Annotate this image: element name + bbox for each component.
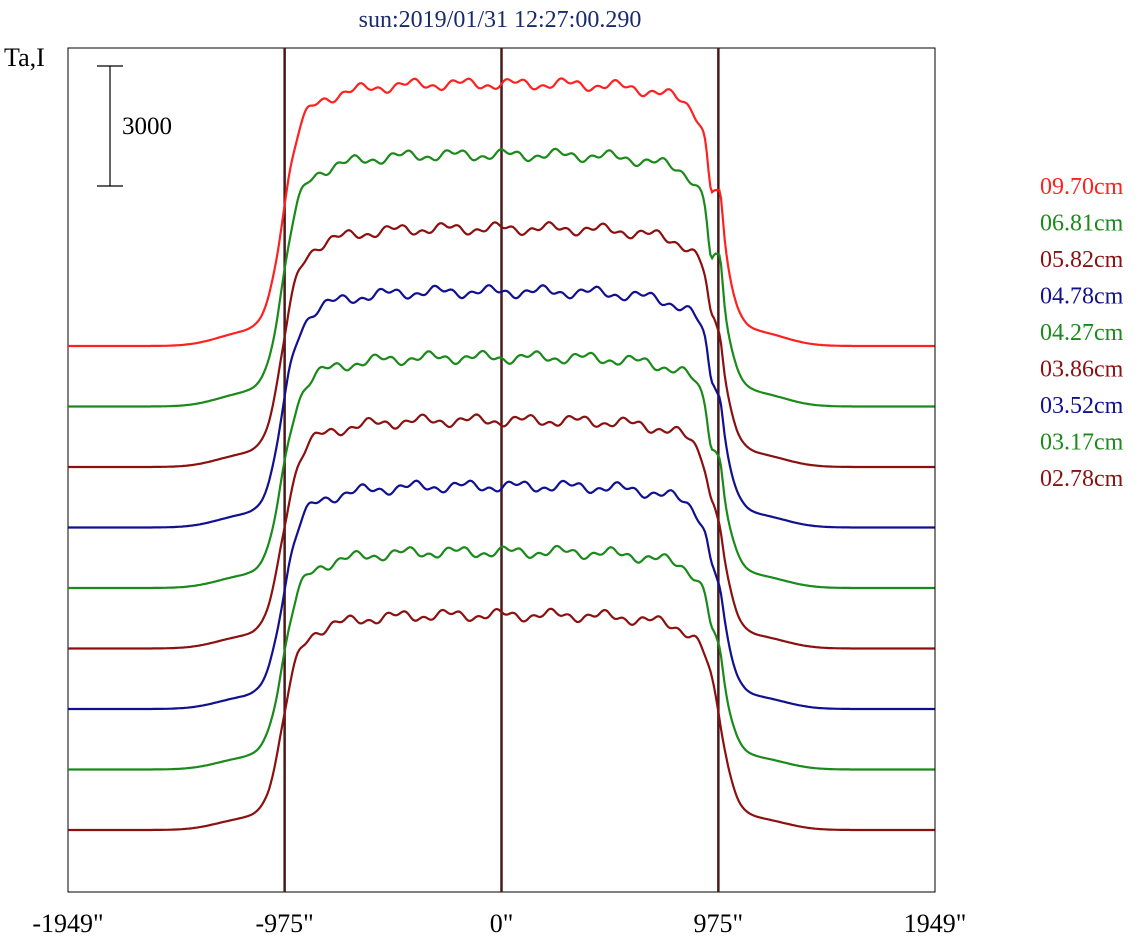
series-line-05.82cm [68,221,935,469]
series-line-09.70cm [68,77,935,348]
legend-entry: 04.27cm [1040,320,1124,346]
series-line-06.81cm [68,147,935,408]
legend-entry: 02.78cm [1040,466,1124,492]
legend-entry: 04.78cm [1040,284,1124,310]
scale-bar-label: 3000 [122,113,172,140]
scale-bar: 3000 [97,65,172,187]
series-line-04.27cm [68,349,935,590]
y-axis-label: Ta,I [4,43,45,72]
x-tick-label: -975" [255,909,313,938]
vertical-reference-lines [283,48,720,892]
legend-entry: 05.82cm [1040,247,1124,273]
series-line-03.17cm [68,544,935,771]
legend-entry: 03.17cm [1040,430,1124,456]
series-line-03.52cm [68,479,935,711]
series-line-03.86cm [68,413,935,650]
series-lines [68,77,935,832]
series-line-04.78cm [68,284,935,529]
legend-entry: 09.70cm [1040,174,1124,200]
x-tick-label: -1949" [32,909,103,938]
legend-entry: 03.52cm [1040,393,1124,419]
x-tick-label: 1949" [904,909,967,938]
legend: 09.70cm 06.81cm 05.82cm 04.78cm 04.27cm 03.86… [1040,174,1124,492]
series-line-02.78cm [68,607,935,832]
chart-title: sun:2019/01/31 12:27:00.290 [359,7,642,33]
x-axis-ticks: -1949" -975" 0" 975" 1949" [32,909,966,938]
x-tick-label: 0" [490,909,514,938]
legend-entry: 03.86cm [1040,357,1124,383]
legend-entry: 06.81cm [1040,211,1124,237]
x-tick-label: 975" [694,909,744,938]
